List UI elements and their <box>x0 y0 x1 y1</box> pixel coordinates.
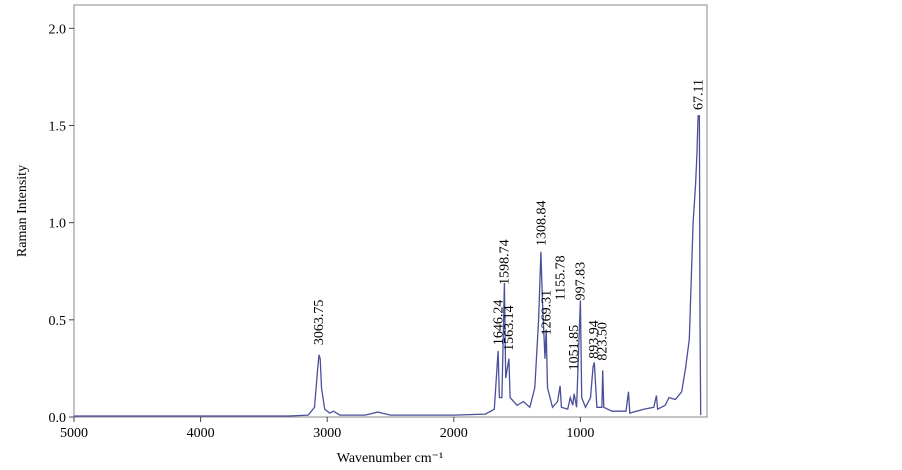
peak-label: 1155.78 <box>554 255 569 300</box>
x-tick-label: 5000 <box>60 426 88 441</box>
y-axis-label: Raman Intensity <box>15 165 30 257</box>
plot-frame <box>73 4 708 418</box>
peak-label: 823.50 <box>596 322 611 361</box>
y-tick-label: 0.0 <box>49 411 67 426</box>
peak-label: 997.83 <box>574 262 589 301</box>
spectrum-line <box>74 115 702 417</box>
x-tick-label: 1000 <box>566 426 594 441</box>
peak-label: 893.94 <box>587 320 602 359</box>
x-axis-label: Wavenumber cm⁻¹ <box>337 451 443 466</box>
x-tick-label: 2000 <box>440 426 468 441</box>
peak-label: 1308.84 <box>534 200 549 246</box>
peak-label: 1598.74 <box>498 239 513 285</box>
peak-label: 1269.31 <box>539 290 554 336</box>
y-tick-label: 2.0 <box>49 22 67 37</box>
y-tick-label: 1.0 <box>49 217 67 232</box>
peak-label: 1563.14 <box>502 305 517 351</box>
x-tick-label: 3000 <box>313 426 341 441</box>
x-tick-label: 4000 <box>187 426 215 441</box>
peak-label: 1646.24 <box>492 300 507 346</box>
peak-label: 3063.75 <box>312 300 327 346</box>
peak-label: 1051.85 <box>567 325 582 371</box>
peak-label: 67.11 <box>692 79 707 110</box>
y-tick-label: 0.5 <box>49 314 67 329</box>
y-tick-label: 1.5 <box>49 119 67 134</box>
